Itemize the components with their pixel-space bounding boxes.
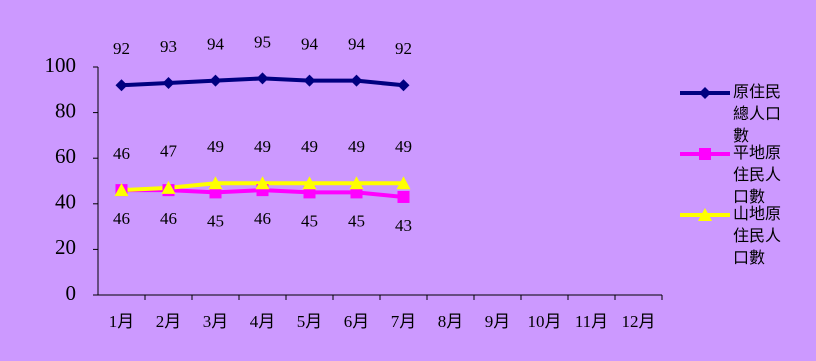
x-tick-label: 6月 xyxy=(344,312,370,331)
x-tick-label: 3月 xyxy=(203,312,229,331)
marker xyxy=(115,79,128,92)
x-tick-label: 1月 xyxy=(109,312,135,331)
data-label: 45 xyxy=(348,211,365,230)
marker xyxy=(209,74,222,87)
data-label: 49 xyxy=(207,137,224,156)
marker xyxy=(209,186,222,199)
data-label: 46 xyxy=(160,209,177,228)
marker xyxy=(699,148,711,160)
marker xyxy=(208,176,223,190)
marker xyxy=(162,76,175,89)
marker xyxy=(698,208,712,221)
marker xyxy=(302,176,317,190)
y-tick-label: 80 xyxy=(55,98,76,122)
legend-entry: 原住民總人口數 xyxy=(733,82,782,145)
marker xyxy=(397,79,410,92)
marker xyxy=(255,176,270,190)
data-label: 94 xyxy=(207,35,225,54)
data-label: 92 xyxy=(395,39,412,58)
marker xyxy=(397,190,410,203)
data-label: 93 xyxy=(160,37,177,56)
data-label: 95 xyxy=(254,32,271,51)
data-label: 94 xyxy=(348,35,366,54)
marker xyxy=(350,74,363,87)
data-label: 43 xyxy=(395,216,412,235)
marker xyxy=(303,186,316,199)
x-tick-label: 10月 xyxy=(528,312,562,331)
marker xyxy=(349,176,364,190)
marker xyxy=(396,176,411,190)
y-tick-label: 60 xyxy=(55,144,76,168)
x-tick-label: 4月 xyxy=(250,312,276,331)
legend-entry: 山地原住民人口數 xyxy=(733,204,782,267)
data-label: 46 xyxy=(113,144,130,163)
marker xyxy=(161,180,176,194)
data-label: 46 xyxy=(254,209,271,228)
y-tick-label: 20 xyxy=(55,235,76,259)
x-tick-label: 9月 xyxy=(485,312,511,331)
data-label: 45 xyxy=(207,211,224,230)
x-tick-label: 12月 xyxy=(622,312,656,331)
x-tick-label: 8月 xyxy=(438,312,464,331)
x-tick-label: 7月 xyxy=(391,312,417,331)
data-label: 94 xyxy=(301,35,319,54)
x-tick-label: 11月 xyxy=(575,312,608,331)
data-label: 45 xyxy=(301,211,318,230)
x-tick-label: 5月 xyxy=(297,312,323,331)
x-tick-label: 2月 xyxy=(156,312,182,331)
marker xyxy=(303,74,316,87)
y-tick-label: 0 xyxy=(66,281,77,305)
marker xyxy=(350,186,363,199)
data-label: 49 xyxy=(348,137,365,156)
data-label: 46 xyxy=(113,209,130,228)
marker xyxy=(699,87,711,99)
marker xyxy=(256,72,269,85)
data-label: 49 xyxy=(395,137,412,156)
y-tick-label: 40 xyxy=(55,190,76,214)
y-tick-label: 100 xyxy=(45,53,77,77)
marker xyxy=(114,183,129,197)
data-label: 47 xyxy=(160,142,178,161)
legend-entry: 平地原住民人口數 xyxy=(733,143,782,206)
data-label: 49 xyxy=(254,137,271,156)
data-label: 49 xyxy=(301,137,318,156)
data-label: 92 xyxy=(113,39,130,58)
